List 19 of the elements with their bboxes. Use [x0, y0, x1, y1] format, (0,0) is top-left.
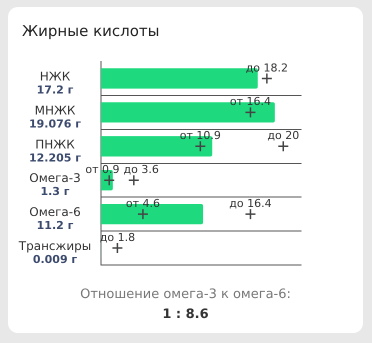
data-label: 17.2 г [36, 83, 74, 96]
text: 1 : 8.6 [161, 307, 210, 322]
y-tick-label: Омега-6 [29, 205, 81, 220]
data-label: до 3.6 [124, 163, 159, 176]
y-tick-label: Трансжиры [18, 239, 92, 254]
y-tick-label: Омега-3 [29, 171, 81, 186]
data-label: 11.2 г [36, 219, 74, 232]
data-label: 0.009 г [32, 253, 78, 266]
data-label: 1.3 г [40, 185, 70, 198]
chart-title: Жирные кислоты [21, 21, 160, 42]
data-label: до 16.4 [229, 196, 272, 210]
data-label: от 16.4 [230, 95, 272, 108]
data-label: 12.205 г [28, 151, 82, 164]
y-tick-label: МНЖК [34, 103, 76, 118]
y-tick-label: ПНЖК [35, 137, 76, 152]
text: Отношение омега-3 к омега-6: [79, 287, 292, 302]
data-label: 19.076 г [28, 117, 82, 130]
y-tick-label: НЖК [40, 69, 71, 84]
data-label: до 20 [267, 129, 300, 142]
